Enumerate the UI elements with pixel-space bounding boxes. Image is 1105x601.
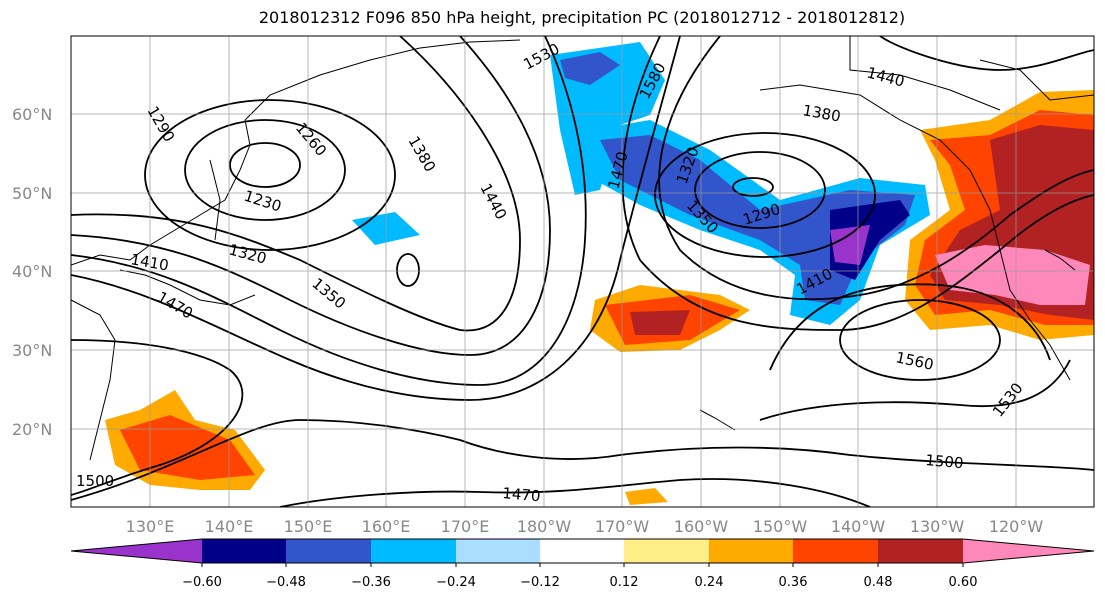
lon-label: 150°W [753, 517, 808, 536]
colorbar-swatch [709, 539, 793, 563]
lon-label: 180°W [517, 517, 572, 536]
contour-line [621, 36, 1094, 331]
positive-anomaly-region [120, 415, 255, 480]
lat-label: 60°N [12, 105, 52, 124]
coastline [849, 36, 1001, 111]
coastline [989, 209, 1071, 381]
lat-label: 30°N [12, 341, 52, 360]
colorbar-swatch [71, 539, 202, 563]
contour-line [654, 132, 876, 258]
coastline [979, 59, 1094, 101]
colorbar-tick: 0.24 [695, 575, 724, 590]
coastline [71, 299, 116, 461]
colorbar-swatch [371, 539, 456, 563]
contour-line [71, 419, 1094, 501]
colorbar-tick: −0.60 [182, 575, 222, 590]
contour-line [229, 142, 301, 188]
lon-label: 130°E [126, 517, 175, 536]
coastlines [71, 36, 1094, 461]
lon-label: 170°E [441, 517, 490, 536]
colorbar-swatch [286, 539, 371, 563]
contour-line [71, 36, 681, 401]
contour-label: 1500 [76, 472, 114, 490]
contour-line [658, 36, 1094, 301]
colorbar-tick-labels: −0.60 −0.48 −0.36 −0.24 −0.12 0.12 0.24 … [182, 575, 977, 590]
negative-anomaly-region [830, 225, 870, 265]
contour-line [71, 339, 244, 496]
contour-line [879, 36, 1094, 71]
colorbar-tick: 0.12 [610, 575, 639, 590]
colorbar-swatch [202, 539, 286, 563]
colorbar-tick: 0.60 [949, 575, 978, 590]
positive-anomaly-region [625, 488, 668, 505]
contour-line [694, 151, 826, 229]
lat-label: 20°N [12, 420, 52, 439]
contour-line [396, 253, 420, 287]
coastline [759, 84, 991, 211]
contour-line [71, 36, 521, 332]
lat-label: 50°N [12, 184, 52, 203]
negative-anomaly-region [560, 52, 620, 85]
colorbar-tick: −0.48 [266, 575, 306, 590]
coastline [71, 39, 521, 266]
colorbar-tick: 0.36 [779, 575, 808, 590]
lon-label: 160°E [362, 517, 411, 536]
chart-title: 2018012312 F096 850 hPa height, precipit… [258, 8, 906, 27]
colorbar-tick: −0.36 [351, 575, 391, 590]
colorbar-swatch [793, 539, 878, 563]
contour-line [732, 177, 774, 197]
coastline [209, 159, 221, 241]
coastline [699, 409, 736, 431]
colorbar-swatch [456, 539, 540, 563]
contour-line [279, 478, 871, 507]
colorbar-swatch [540, 539, 624, 563]
lon-label: 170°W [595, 517, 650, 536]
lon-label: 120°W [989, 517, 1044, 536]
lon-label: 160°W [674, 517, 729, 536]
contour-line [144, 99, 396, 251]
lon-label: 130°W [910, 517, 965, 536]
colorbar-swatch [878, 539, 963, 563]
latitude-labels: 60°N 50°N 40°N 30°N 20°N [12, 105, 52, 439]
contour-label: 1500 [925, 451, 965, 472]
lon-label: 140°E [205, 517, 254, 536]
contour-line [71, 36, 551, 356]
colorbar [70, 538, 1095, 567]
lat-label: 40°N [12, 262, 52, 281]
height-contours [71, 36, 1094, 507]
lon-label: 140°W [831, 517, 886, 536]
lon-label: 150°E [284, 517, 333, 536]
colorbar-tick: −0.12 [520, 575, 560, 590]
coastline [119, 269, 256, 306]
positive-anomaly-region [630, 310, 690, 335]
contour-line [769, 283, 1051, 371]
map-frame [70, 35, 1095, 508]
colorbar-tick: −0.24 [436, 575, 476, 590]
contour-line [759, 359, 1071, 421]
colorbar-tick: 0.48 [864, 575, 893, 590]
longitude-labels: 130°E 140°E 150°E 160°E 170°E 180°W 170°… [126, 517, 1044, 536]
contour-line [839, 299, 1001, 381]
colorbar-swatch [963, 539, 1094, 563]
contour-line [184, 119, 346, 221]
contour-line [71, 36, 587, 386]
colorbar-swatch [624, 539, 709, 563]
graticule [71, 36, 1094, 507]
coastline [1044, 249, 1076, 271]
contour-label: 1470 [502, 484, 542, 505]
